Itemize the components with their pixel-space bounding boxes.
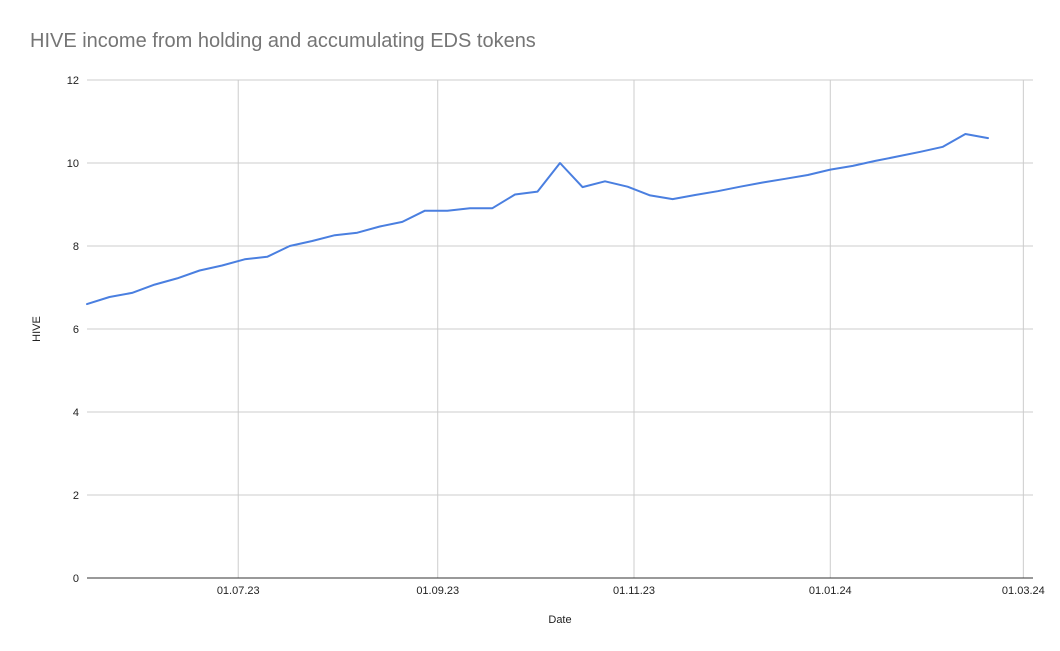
x-tick-label: 01.03.24 — [1002, 585, 1045, 597]
y-tick-label: 8 — [73, 241, 79, 253]
x-tick-label: 01.09.23 — [416, 585, 459, 597]
y-tick-label: 4 — [73, 407, 79, 419]
y-tick-label: 12 — [67, 75, 79, 87]
x-tick-label: 01.11.23 — [613, 585, 655, 597]
y-gridlines — [87, 79, 1033, 496]
y-tick-label: 6 — [73, 324, 79, 336]
x-axis-title: Date — [548, 614, 571, 626]
series-line-1 — [86, 133, 989, 306]
y-tick-label: 2 — [73, 490, 79, 502]
x-tick-label: 01.01.24 — [809, 585, 852, 597]
y-tick-label: 0 — [73, 573, 79, 585]
y-tick-label: 10 — [67, 158, 79, 170]
y-tick-labels: 0 2 4 6 8 10 12 — [67, 75, 79, 585]
x-tick-labels: 01.07.23 01.09.23 01.11.23 01.01.24 01.03.24 — [217, 585, 1045, 597]
series-group — [86, 133, 989, 306]
chart-title: HIVE income from holding and accumulatin… — [30, 30, 536, 52]
y-axis-title: HIVE — [31, 316, 43, 342]
x-tick-label: 01.07.23 — [217, 585, 260, 597]
x-gridlines — [237, 80, 1024, 578]
